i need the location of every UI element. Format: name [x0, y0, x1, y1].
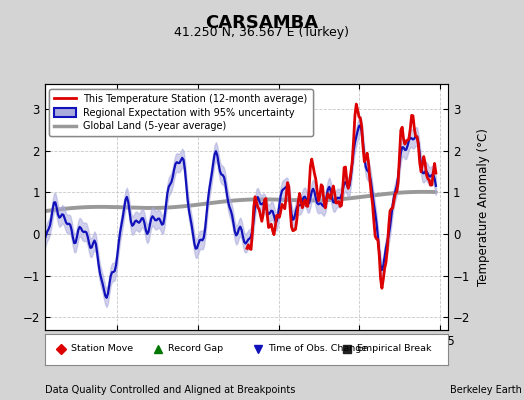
Text: 41.250 N, 36.567 E (Turkey): 41.250 N, 36.567 E (Turkey) — [174, 26, 350, 39]
Legend: This Temperature Station (12-month average), Regional Expectation with 95% uncer: This Temperature Station (12-month avera… — [49, 89, 312, 136]
Text: Time of Obs. Change: Time of Obs. Change — [268, 344, 368, 354]
Text: Empirical Break: Empirical Break — [357, 344, 432, 354]
Text: Record Gap: Record Gap — [168, 344, 223, 354]
Text: Data Quality Controlled and Aligned at Breakpoints: Data Quality Controlled and Aligned at B… — [45, 385, 295, 395]
Text: Berkeley Earth: Berkeley Earth — [450, 385, 521, 395]
Y-axis label: Temperature Anomaly (°C): Temperature Anomaly (°C) — [477, 128, 490, 286]
Text: Station Move: Station Move — [71, 344, 133, 354]
Text: CARSAMBA: CARSAMBA — [205, 14, 319, 32]
